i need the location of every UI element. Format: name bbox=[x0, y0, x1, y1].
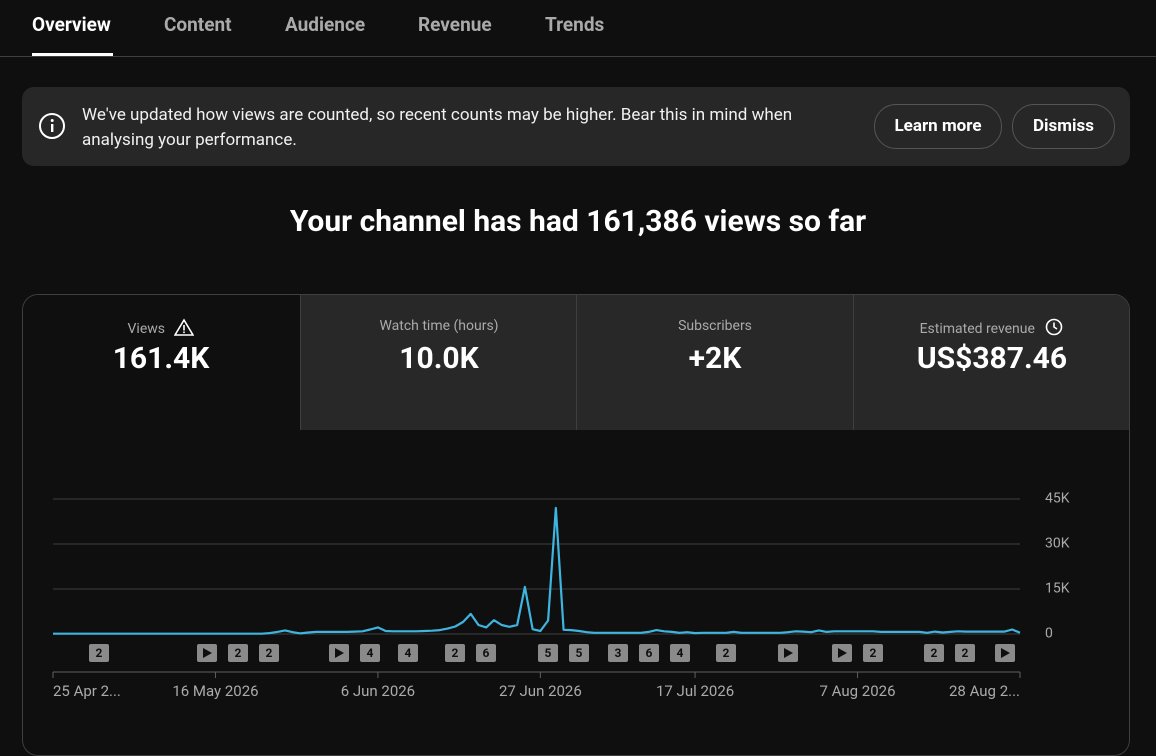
metrics-card: Views 161.4K Watch time (hours) 10.0K Su… bbox=[22, 294, 1130, 756]
metric-value: 161.4K bbox=[112, 341, 210, 376]
x-tick-label: 28 Aug 2... bbox=[949, 682, 1020, 700]
tab[interactable]: Trends bbox=[545, 13, 605, 36]
annotation-label: 2 bbox=[235, 646, 242, 660]
annotation-label: 2 bbox=[266, 646, 273, 660]
views-line bbox=[53, 506, 1021, 635]
annotation-label: 6 bbox=[646, 646, 653, 660]
annotation-badge bbox=[445, 644, 465, 662]
annotation-badge bbox=[228, 644, 248, 662]
annotation-badge bbox=[259, 644, 279, 662]
annotation-label: 2 bbox=[931, 646, 938, 660]
dismiss-button[interactable]: Dismiss bbox=[1012, 104, 1115, 149]
annotation-label: 2 bbox=[962, 646, 969, 660]
active-tab-indicator bbox=[32, 53, 113, 56]
annotation-badge bbox=[863, 644, 883, 662]
annotation-badge bbox=[955, 644, 975, 662]
metric-value: US$387.46 bbox=[916, 341, 1068, 376]
annotation-badge bbox=[924, 644, 944, 662]
notice-banner: We've updated how views are counted, so … bbox=[22, 87, 1130, 166]
annotation-label: 6 bbox=[483, 646, 490, 660]
learn-more-button[interactable]: Learn more bbox=[874, 104, 1002, 149]
annotation-badge bbox=[716, 644, 736, 662]
x-tick-label: 16 May 2026 bbox=[172, 682, 258, 700]
notice-line: We've updated how views are counted, so … bbox=[82, 105, 793, 125]
metric-label: Views bbox=[23, 318, 299, 337]
annotation-badge bbox=[89, 644, 109, 662]
annotation-badge bbox=[670, 644, 690, 662]
x-tick-label: 7 Aug 2026 bbox=[820, 682, 896, 700]
metric-label: Watch time (hours) bbox=[379, 318, 499, 334]
metric-label: Estimated revenue bbox=[854, 318, 1129, 337]
metric-tab[interactable]: Subscribers +2K bbox=[576, 295, 853, 430]
metric-value: 10.0K bbox=[399, 341, 479, 376]
metric-value: +2K bbox=[688, 341, 742, 376]
y-tick-label: 15K bbox=[1045, 581, 1070, 597]
x-tick-label: 17 Jul 2026 bbox=[656, 682, 734, 700]
annotation-badge bbox=[538, 644, 558, 662]
tab[interactable]: Revenue bbox=[418, 13, 492, 36]
play-icon bbox=[203, 648, 212, 658]
clock-icon bbox=[1046, 318, 1063, 336]
tab[interactable]: Content bbox=[164, 13, 232, 36]
y-tick-label: 30K bbox=[1045, 536, 1070, 552]
warning-icon bbox=[174, 318, 195, 336]
annotation-label: 2 bbox=[452, 646, 459, 660]
annotation-badge bbox=[608, 644, 628, 662]
play-icon bbox=[1001, 648, 1010, 658]
annotation-label: 4 bbox=[677, 646, 684, 660]
metric-tab[interactable]: Watch time (hours) 10.0K bbox=[300, 295, 577, 430]
annotation-badge bbox=[476, 644, 496, 662]
metric-tab[interactable]: Estimated revenue US$387.46 bbox=[853, 295, 1129, 430]
views-chart: 0 15K 30K 45K 25 Apr 2... 16 May 2026 6 Jun 20… bbox=[52, 491, 1070, 700]
x-tick-label: 27 Jun 2026 bbox=[499, 682, 582, 700]
annotation-label: 2 bbox=[870, 646, 877, 660]
tab[interactable]: Audience bbox=[285, 13, 366, 36]
tab[interactable]: Overview bbox=[32, 13, 111, 36]
x-tick-label: 25 Apr 2... bbox=[53, 682, 121, 700]
annotation-label: 5 bbox=[576, 646, 583, 660]
annotation-label: 4 bbox=[367, 646, 374, 660]
headline: Your channel has had 161,386 views so fa… bbox=[289, 204, 867, 239]
info-icon bbox=[39, 113, 65, 139]
play-icon bbox=[838, 648, 847, 658]
play-icon bbox=[335, 648, 344, 658]
play-icon bbox=[784, 648, 793, 658]
metric-label-text: Views bbox=[127, 321, 166, 337]
annotation-badge bbox=[398, 644, 418, 662]
y-tick-label: 45K bbox=[1045, 491, 1070, 507]
annotation-label: 2 bbox=[96, 646, 103, 660]
annotation-badge bbox=[360, 644, 380, 662]
annotation-label: 2 bbox=[723, 646, 730, 660]
metric-tab[interactable]: Views 161.4K bbox=[23, 295, 299, 430]
y-tick-label: 0 bbox=[1045, 626, 1053, 642]
metric-label: Subscribers bbox=[678, 318, 752, 334]
notice-line: analysing your performance. bbox=[82, 130, 297, 150]
annotation-label: 4 bbox=[405, 646, 412, 660]
metric-label-text: Estimated revenue bbox=[919, 321, 1035, 337]
x-tick-label: 6 Jun 2026 bbox=[341, 682, 415, 700]
tab-bar: Overview Content Audience Revenue Trends bbox=[0, 0, 1156, 57]
notice-text: We've updated how views are counted, so … bbox=[82, 103, 792, 153]
annotation-badge bbox=[569, 644, 589, 662]
annotation-label: 3 bbox=[615, 646, 622, 660]
annotation-label: 5 bbox=[545, 646, 552, 660]
annotation-badge bbox=[639, 644, 659, 662]
